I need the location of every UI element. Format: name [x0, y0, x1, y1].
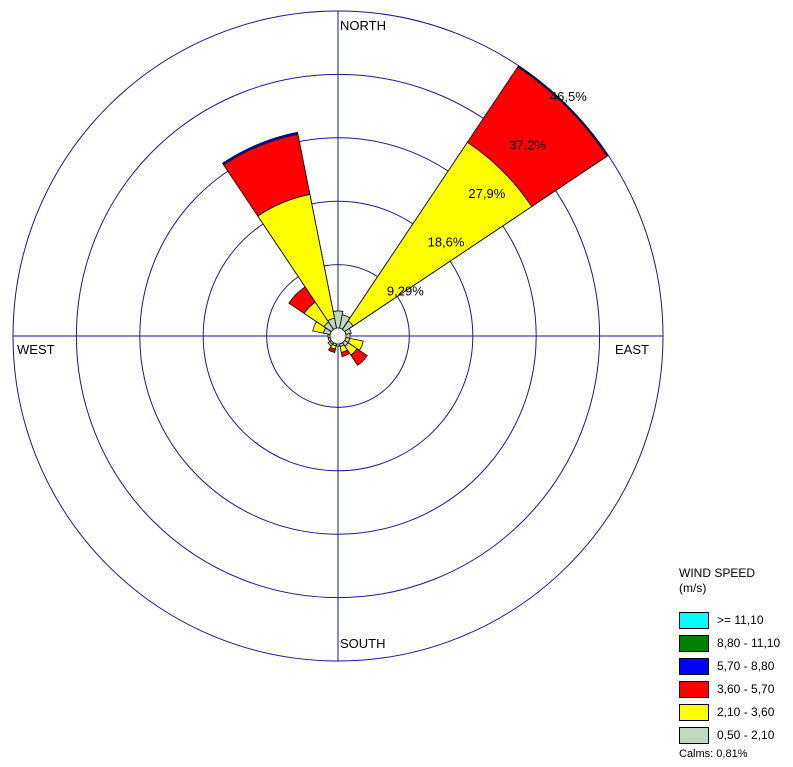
legend-item: >= 11,10: [679, 610, 789, 630]
legend-label: 2,10 - 3,60: [717, 705, 775, 719]
legend-label: 0,50 - 2,10: [717, 728, 775, 742]
legend-item: 3,60 - 5,70: [679, 679, 789, 699]
legend-swatch: [679, 703, 709, 721]
wind-speed-legend: WIND SPEED (m/s) >= 11,10 8,80 - 11,10 5…: [679, 566, 789, 760]
wind-rose-petals: [222, 65, 609, 366]
legend-unit: (m/s): [679, 581, 707, 595]
legend-swatch: [679, 680, 709, 698]
ring-label: 46,5%: [550, 89, 587, 104]
ring-label: 18,6%: [428, 235, 465, 250]
calm-circle: [329, 327, 347, 345]
legend-item: 5,70 - 8,80: [679, 656, 789, 676]
east-label: EAST: [615, 342, 649, 357]
ring-label: 9,29%: [387, 283, 424, 298]
north-label: NORTH: [340, 18, 386, 33]
legend-label: >= 11,10: [717, 613, 764, 627]
petal-nnw-bin-1: [257, 193, 339, 337]
legend-swatch: [679, 611, 709, 629]
south-label: SOUTH: [340, 636, 386, 651]
legend-swatch: [679, 726, 709, 744]
legend-label: 8,80 - 11,10: [717, 636, 781, 650]
legend-item: 0,50 - 2,10: [679, 725, 789, 745]
legend-item: 2,10 - 3,60: [679, 702, 789, 722]
calms-label: Calms: 0,81%: [679, 748, 748, 760]
legend-swatch: [679, 657, 709, 675]
legend-label: 3,60 - 5,70: [717, 682, 775, 696]
ring-label: 37,2%: [509, 138, 546, 153]
axis-labels: NORTH SOUTH EAST WEST 9,29% 18,6% 27,9% 37,…: [17, 18, 649, 651]
legend-swatch: [679, 634, 709, 652]
ring-label: 27,9%: [468, 186, 505, 201]
petal-ne-bin-1: [337, 141, 533, 337]
legend-item: 8,80 - 11,10: [679, 633, 789, 653]
polar-grid: [12, 10, 664, 662]
legend-title: WIND SPEED: [679, 566, 756, 580]
west-label: WEST: [17, 342, 55, 357]
legend-label: 5,70 - 8,80: [717, 659, 775, 673]
